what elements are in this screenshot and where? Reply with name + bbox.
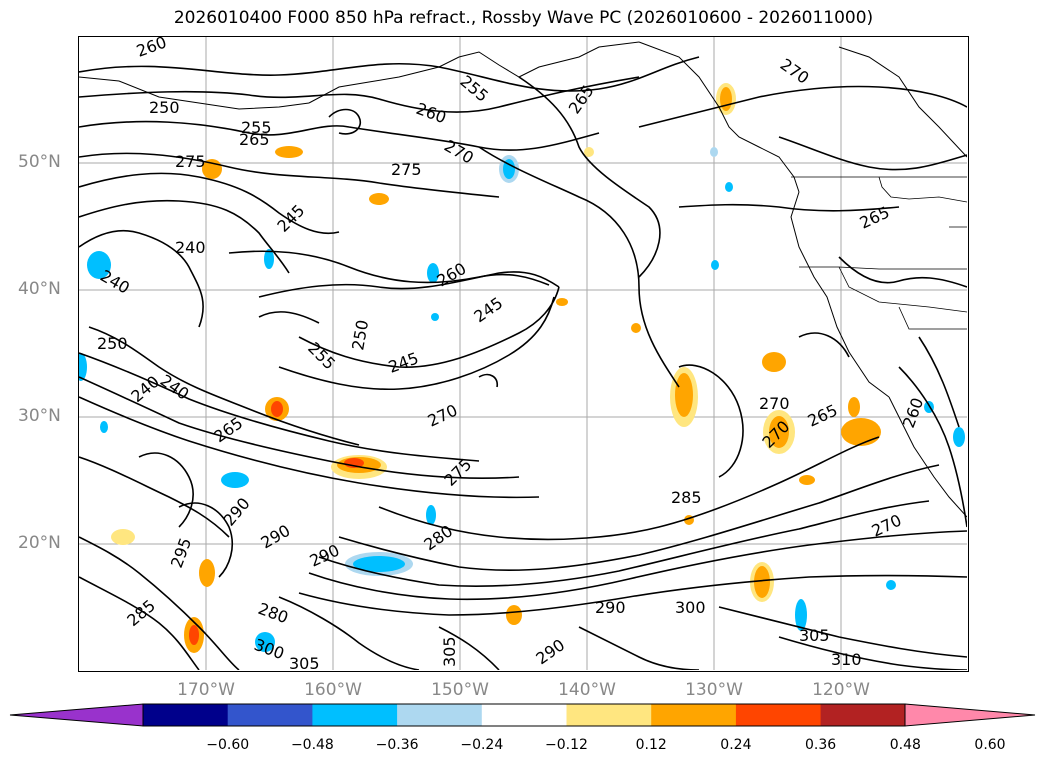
contour-label: 310 (831, 650, 862, 669)
borders (791, 176, 968, 330)
contour-label: 255 (456, 72, 492, 106)
contour-label: 270 (777, 55, 813, 88)
contour-label: 290 (307, 540, 343, 570)
contour-label: 275 (175, 152, 206, 171)
contour-label: 270 (759, 394, 790, 413)
lat-label-40: 40°N (18, 279, 61, 299)
contour-label: 245 (470, 293, 506, 326)
contour-label: 270 (425, 400, 461, 430)
colorbar-tick-label: −0.36 (375, 737, 419, 753)
colorbar-segment (143, 704, 229, 726)
colorbar-tick-label: 0.36 (805, 737, 837, 753)
lon-label-150w: 150°W (431, 680, 489, 700)
lon-label-170w: 170°W (177, 680, 235, 700)
colorbar-segment (397, 704, 483, 726)
map-title: 2026010400 F000 850 hPa refract., Rossby… (173, 8, 874, 28)
lat-label-50: 50°N (18, 152, 61, 172)
contour-label: 280 (420, 521, 456, 554)
contour-label: 250 (348, 318, 372, 351)
colorbar-segment (820, 704, 906, 726)
coastline (79, 41, 968, 518)
contour-label: 305 (799, 626, 830, 645)
contour-label: 265 (565, 81, 598, 117)
contour-label: 250 (149, 98, 180, 117)
colorbar-tick-label: −0.60 (206, 737, 250, 753)
colorbar-tick-label: 0.24 (720, 737, 752, 753)
colorbar-segment (566, 704, 652, 726)
contour-label: 250 (97, 334, 128, 353)
contour-label: 240 (175, 238, 206, 257)
contour-label: 275 (391, 160, 422, 179)
contour-label: 290 (595, 598, 626, 617)
contour-label: 290 (220, 494, 254, 530)
colorbar-tick-label: 0.12 (635, 737, 667, 753)
contour-label: 300 (675, 598, 706, 617)
colorbar (9, 703, 1036, 727)
lon-label-140w: 140°W (558, 680, 616, 700)
map-canvas: 260 250 255 265 275 275 270 260 255 265 … (79, 37, 968, 671)
contour-label: 280 (256, 599, 291, 627)
contour-label: 255 (241, 118, 272, 137)
contour-label: 260 (134, 37, 169, 61)
contour-label: 260 (414, 99, 449, 127)
contour-label: 265 (805, 400, 841, 430)
contour-label: 255 (304, 338, 339, 373)
colorbar-extend-low (10, 704, 143, 726)
contour-label: 300 (252, 635, 287, 663)
lon-label-160w: 160°W (304, 680, 362, 700)
contour-label: 290 (532, 635, 568, 668)
contour-label: 285 (123, 596, 159, 630)
contours (79, 56, 968, 671)
lon-label-130w: 130°W (685, 680, 743, 700)
contour-label: 260 (899, 395, 927, 430)
colorbar-extend-high (905, 704, 1035, 726)
colorbar-segment (312, 704, 398, 726)
lat-label-20: 20°N (18, 533, 61, 553)
colorbar-segment (227, 704, 313, 726)
colorbar-tick-label: 0.48 (889, 737, 921, 753)
colorbar-tick-label: −0.12 (545, 737, 588, 753)
lon-label-120w: 120°W (812, 680, 870, 700)
contour-label: 305 (289, 654, 320, 670)
colorbar-tick-label: −0.24 (460, 737, 504, 753)
colorbar-segment (735, 704, 822, 726)
contour-label: 265 (857, 202, 893, 232)
contour-label: 265 (239, 130, 270, 149)
contour-label: 290 (258, 521, 294, 553)
colorbar-tick-label: 0.60 (974, 737, 1006, 753)
graticule (79, 37, 967, 670)
contour-label: 245 (386, 348, 421, 376)
colorbar-segment (651, 704, 737, 726)
map-panel: 260 250 255 265 275 275 270 260 255 265 … (78, 36, 969, 672)
lat-label-30: 30°N (18, 406, 61, 426)
colorbar-tick-label: −0.48 (290, 737, 334, 753)
contour-label: 285 (671, 488, 702, 507)
contour-label: 305 (440, 636, 459, 667)
contour-label: 245 (273, 201, 308, 236)
colorbar-segment (481, 704, 567, 726)
shading-negative (79, 147, 965, 652)
contour-label: 295 (167, 535, 195, 570)
